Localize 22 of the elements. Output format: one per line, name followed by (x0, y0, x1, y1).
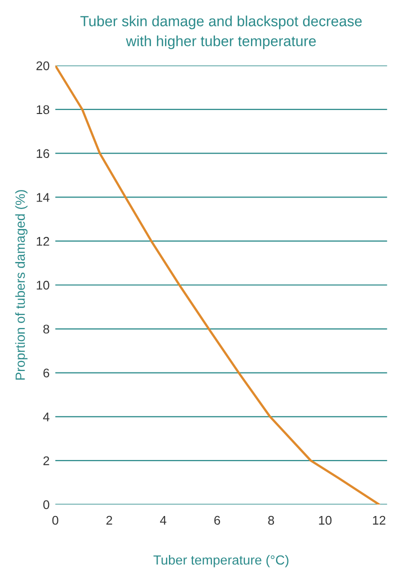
y-axis-title: Proprtion of tubers damaged (%) (15, 190, 28, 380)
y-tick-label: 18 (36, 105, 50, 114)
y-tick-label: 2 (43, 456, 50, 466)
y-tick-label: 12 (36, 236, 50, 246)
line-series (55, 66, 380, 504)
y-tick-label: 16 (36, 149, 50, 158)
chart-title: Tuber skin damage and blackspot decrease with higher tuber temperature (80, 16, 362, 50)
y-tick-label: 4 (43, 412, 50, 422)
x-axis-title: Tuber temperature (°C) (153, 554, 288, 568)
x-tick-label: 8 (268, 516, 274, 525)
x-tick-label: 2 (106, 516, 112, 525)
y-tick-label: 14 (36, 193, 50, 202)
x-tick-label: 12 (373, 516, 386, 525)
y-tick-label: 10 (36, 280, 50, 290)
x-tick-label: 4 (160, 516, 166, 525)
y-tick-label: 20 (36, 61, 50, 70)
x-tick-label: 0 (52, 516, 58, 525)
x-tick-label: 10 (319, 516, 332, 525)
y-tick-label: 6 (43, 368, 50, 378)
x-tick-label: 6 (214, 516, 220, 525)
y-tick-label: 8 (43, 324, 50, 334)
y-tick-label: 0 (43, 500, 50, 510)
